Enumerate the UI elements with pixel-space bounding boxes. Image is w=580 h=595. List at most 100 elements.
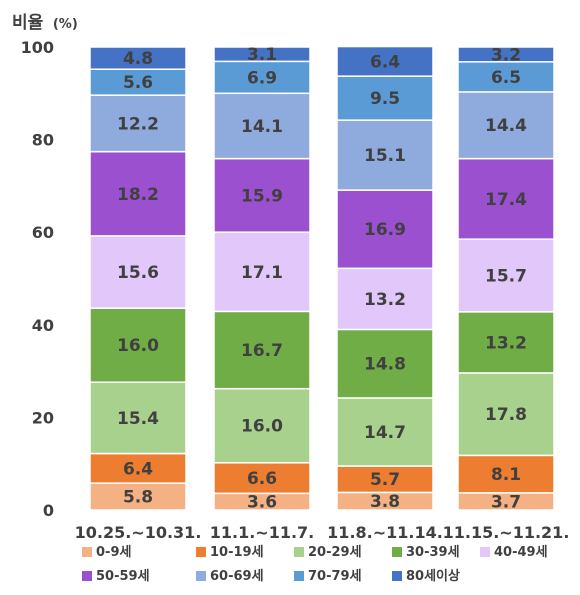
legend-swatch (392, 571, 402, 581)
legend-label: 30-39세 (406, 545, 460, 560)
data-label: 3.1 (247, 45, 277, 65)
data-label: 14.8 (364, 355, 406, 375)
data-label: 15.4 (117, 409, 159, 429)
bar-segment (457, 157, 555, 240)
data-label: 16.9 (364, 220, 406, 240)
bar-segment (336, 75, 434, 121)
data-label: 3.7 (491, 492, 521, 512)
data-label: 8.1 (491, 465, 521, 485)
y-tick-label: 20 (32, 408, 54, 427)
data-label: 5.6 (123, 73, 153, 93)
bar-segment (457, 454, 555, 494)
y-axis-label: 비율 (12, 13, 44, 33)
legend-label: 40-49세 (494, 545, 548, 560)
bar-segment (89, 68, 187, 96)
data-label: 3.6 (247, 493, 277, 513)
bar-segment (89, 307, 187, 383)
data-label: 6.9 (247, 68, 277, 88)
bar-segment (336, 465, 434, 494)
legend-swatch (480, 547, 490, 557)
data-label: 18.2 (117, 185, 159, 205)
svg-text:비율 (%): 비율 (%) (12, 13, 78, 33)
data-label: 14.4 (485, 116, 527, 136)
x-tick-label: 11.15.~11.21. (443, 523, 570, 542)
bars: 5.8 6.4 15.4 16.0 15.6 18.2 12.2 5.6 4.8 3.6 6.6 16… (89, 45, 555, 513)
x-tick-label: 11.8.~11.14. (327, 523, 443, 542)
legend-label: 10-19세 (210, 545, 264, 560)
bar-segment (213, 46, 311, 63)
legend: 0-9세 10-19세 20-29세 30-39세 40-49세 50-59세 60-69세… (82, 545, 548, 584)
data-label: 15.1 (364, 146, 406, 166)
bar-segment (213, 60, 311, 95)
bar-segment (336, 397, 434, 467)
bar-segment (89, 94, 187, 153)
data-label: 15.6 (117, 263, 159, 283)
data-label: 14.7 (364, 423, 406, 443)
y-tick-label: 100 (21, 38, 54, 57)
data-label: 12.2 (117, 114, 159, 134)
y-tick-label: 40 (32, 316, 54, 335)
data-label: 6.4 (370, 52, 400, 72)
data-label: 15.9 (241, 186, 283, 206)
data-label: 6.6 (247, 469, 277, 489)
legend-swatch (196, 547, 206, 557)
data-label: 13.2 (485, 333, 527, 353)
bar-segment (336, 267, 434, 331)
data-label: 5.7 (370, 470, 400, 490)
bar-segment (213, 231, 311, 313)
bar-segment (457, 91, 555, 160)
legend-label: 0-9세 (96, 545, 131, 560)
bar-segment (89, 482, 187, 511)
bar-segment (457, 61, 555, 93)
legend-label: 60-69세 (210, 569, 264, 584)
bar-segment (89, 235, 187, 309)
legend-label: 80세이상 (406, 568, 460, 584)
bar-segment (213, 157, 311, 233)
data-label: 17.1 (241, 263, 283, 283)
bar-segment (336, 119, 434, 191)
bar-segment (89, 452, 187, 484)
bar-segment (457, 311, 555, 374)
data-label: 6.5 (491, 68, 521, 88)
y-axis-unit: (%) (53, 17, 78, 32)
bar-segment (457, 46, 555, 63)
data-label: 17.8 (485, 405, 527, 425)
y-axis-ticks: 0 20 40 60 80 100 (21, 38, 54, 520)
data-label: 4.8 (123, 49, 153, 69)
data-label: 15.7 (485, 266, 527, 286)
legend-swatch (294, 547, 304, 557)
x-tick-label: 10.25.~10.31. (75, 523, 202, 542)
data-label: 5.8 (123, 488, 153, 508)
legend-label: 20-29세 (308, 545, 362, 560)
data-label: 3.8 (370, 492, 400, 512)
y-tick-label: 0 (43, 501, 54, 520)
bar-segment (336, 45, 434, 77)
data-label: 17.4 (485, 190, 527, 210)
y-tick-label: 80 (32, 131, 54, 150)
data-label: 16.0 (241, 417, 283, 437)
x-tick-label: 11.1.~11.7. (210, 523, 315, 542)
legend-swatch (82, 571, 92, 581)
bar-segment (457, 372, 555, 457)
bar-segment (89, 46, 187, 70)
data-label: 13.2 (364, 290, 406, 310)
legend-label: 50-59세 (96, 569, 150, 584)
legend-swatch (196, 571, 206, 581)
data-label: 16.7 (241, 341, 283, 361)
data-label: 3.2 (491, 45, 521, 65)
legend-swatch (392, 547, 402, 557)
data-label: 14.1 (241, 117, 283, 137)
data-label: 6.4 (123, 459, 153, 479)
bar-segment (213, 310, 311, 390)
bar-segment (336, 328, 434, 399)
bar-segment (213, 92, 311, 160)
legend-label: 70-79세 (308, 569, 362, 584)
y-tick-label: 60 (32, 223, 54, 242)
legend-swatch (294, 571, 304, 581)
x-axis-labels: 10.25.~10.31. 11.1.~11.7. 11.8.~11.14. 11.1… (75, 523, 570, 542)
data-label: 16.0 (117, 336, 159, 356)
bar-segment (213, 387, 311, 464)
data-label: 9.5 (370, 89, 400, 109)
legend-swatch (82, 547, 92, 557)
